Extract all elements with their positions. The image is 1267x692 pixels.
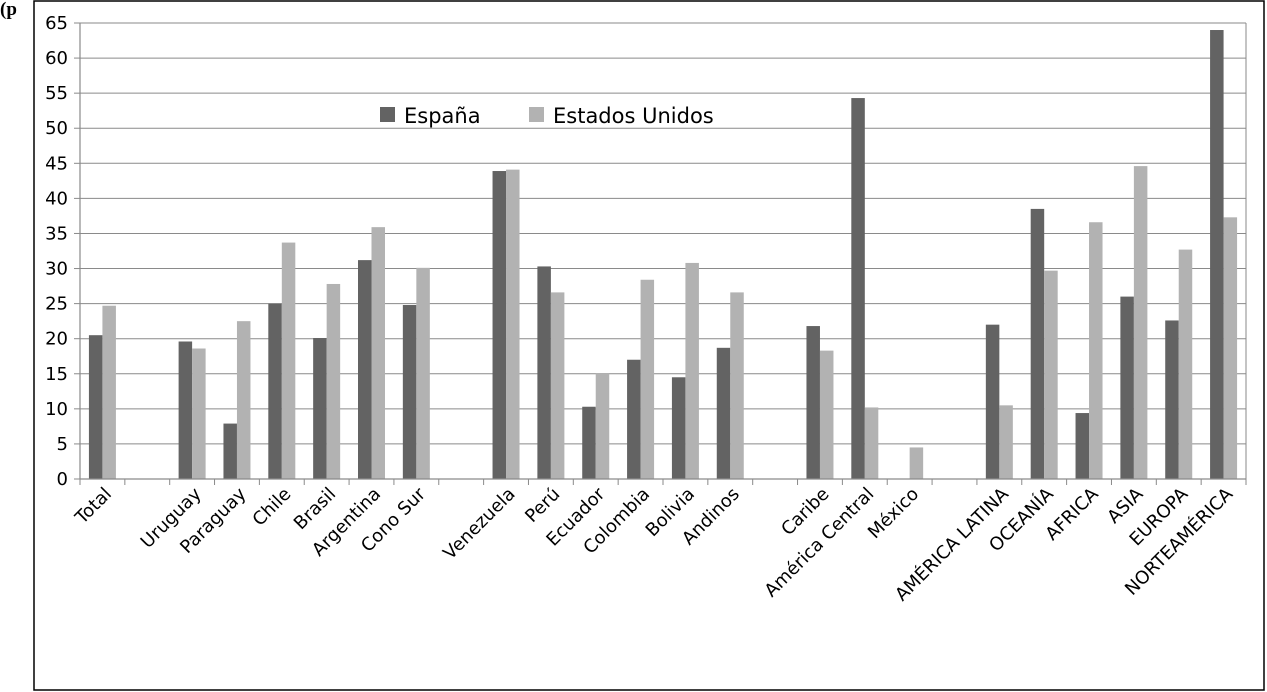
bar-espana	[1120, 296, 1134, 479]
bar-estados-unidos	[685, 262, 699, 479]
bar-estados-unidos	[999, 405, 1013, 479]
bar-estados-unidos	[102, 305, 116, 479]
bar-estados-unidos	[909, 447, 924, 479]
bar-estados-unidos	[819, 350, 834, 479]
bar-espana	[1030, 208, 1045, 479]
y-tick-label: 45	[45, 153, 68, 174]
bar-estados-unidos	[595, 373, 610, 479]
y-tick-label: 20	[45, 329, 68, 350]
bar-estados-unidos	[640, 279, 655, 479]
y-tick-labels: 0 5 10 15 20 25 30 35 40 45 50 55 60 65	[45, 13, 68, 490]
legend-label: Estados Unidos	[553, 104, 714, 128]
bar-estados-unidos	[236, 321, 251, 479]
y-tick-label: 60	[45, 48, 68, 69]
y-tick-label: 10	[45, 399, 68, 420]
bar-espana	[985, 324, 1000, 479]
bar-espana	[851, 98, 865, 480]
legend-label: España	[404, 104, 481, 128]
bar-espana	[402, 305, 417, 479]
y-tick-label: 35	[45, 223, 68, 244]
legend-swatch	[529, 107, 544, 122]
bar-espana	[671, 377, 686, 479]
axes	[74, 22, 1247, 485]
bars	[88, 30, 1238, 480]
y-tick-label: 30	[45, 259, 68, 280]
bar-espana	[716, 347, 731, 479]
bar-espana	[1165, 320, 1179, 479]
bar-espana	[313, 337, 327, 479]
y-tick-label: 40	[45, 188, 68, 209]
y-tick-label: 5	[57, 434, 68, 455]
y-tick-label: 25	[45, 294, 68, 315]
y-tick-label: 65	[45, 13, 68, 34]
bar-estados-unidos	[281, 242, 296, 479]
bar-estados-unidos	[1133, 166, 1148, 480]
bar-estados-unidos	[864, 407, 879, 479]
legend-swatch	[380, 107, 395, 122]
header-fragment: (p	[0, 0, 17, 20]
bar-estados-unidos	[1223, 217, 1238, 479]
bar-espana	[806, 326, 820, 479]
y-tick-label: 50	[45, 118, 68, 139]
bar-espana	[537, 266, 551, 479]
bar-espana	[582, 406, 596, 479]
y-tick-label: 55	[45, 83, 68, 104]
bar-espana	[223, 423, 237, 479]
bar-espana	[627, 359, 641, 479]
legend: España Estados Unidos	[380, 104, 714, 128]
bar-estados-unidos	[1178, 249, 1193, 479]
bar-estados-unidos	[1089, 222, 1103, 479]
bar-espana	[178, 341, 193, 479]
bar-estados-unidos	[730, 292, 744, 479]
bar-espana	[358, 260, 372, 479]
y-tick-label: 0	[57, 469, 68, 490]
bar-espana	[492, 171, 507, 480]
bar-estados-unidos	[416, 267, 430, 479]
bar-estados-unidos	[326, 283, 341, 479]
bar-estados-unidos	[371, 227, 385, 479]
bar-estados-unidos	[506, 169, 520, 480]
bar-estados-unidos	[192, 348, 206, 479]
bar-espana	[1075, 413, 1090, 479]
bar-estados-unidos	[550, 292, 565, 479]
bar-estados-unidos	[1044, 270, 1058, 479]
bar-espana	[1210, 30, 1224, 480]
bar-espana	[268, 303, 282, 479]
bar-espana	[88, 335, 103, 479]
y-tick-label: 15	[45, 364, 68, 385]
